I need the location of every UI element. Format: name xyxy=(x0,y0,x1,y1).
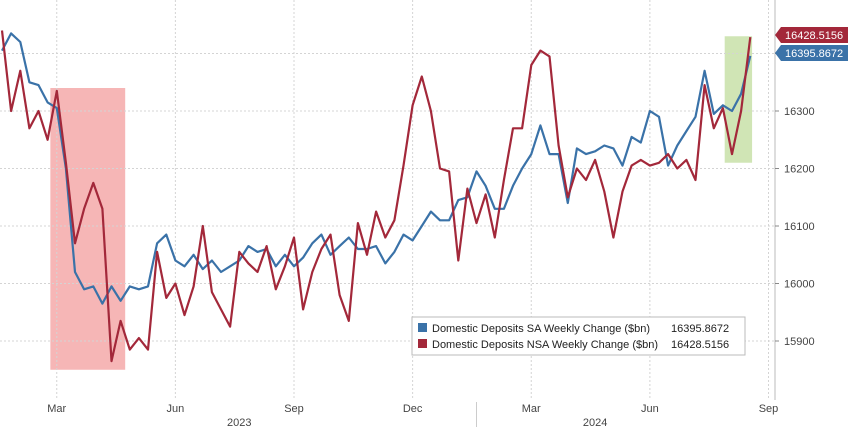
y-tick-label: 16300 xyxy=(784,106,815,118)
x-year-label: 2024 xyxy=(583,417,607,427)
legend-swatch xyxy=(418,323,427,332)
y-tick-label: 15900 xyxy=(784,336,815,348)
x-tick-label: Sep xyxy=(759,403,779,415)
legend-label: Domestic Deposits NSA Weekly Change ($bn… xyxy=(432,339,658,351)
series-line xyxy=(1,32,752,305)
legend: Domestic Deposits SA Weekly Change ($bn)… xyxy=(411,316,746,356)
y-tick-label: 16100 xyxy=(784,221,815,233)
last-value-labels: 16428.5156 16395.8672 xyxy=(775,27,848,61)
axis-labels: 159001600016100162001630016400MarJunSepD… xyxy=(47,49,815,427)
x-year-label: 2023 xyxy=(227,417,251,427)
x-tick-label: Jun xyxy=(167,403,185,415)
legend-value: 16395.8672 xyxy=(671,323,729,335)
x-tick-label: Sep xyxy=(284,403,304,415)
legend-box xyxy=(411,316,746,356)
legend-swatch xyxy=(418,339,427,348)
x-tick-label: Mar xyxy=(522,403,541,415)
x-tick-label: Dec xyxy=(403,403,423,415)
last-value-badge xyxy=(775,45,848,61)
last-value-badge xyxy=(775,27,848,43)
series-line xyxy=(0,30,752,363)
y-tick-label: 16000 xyxy=(784,279,815,291)
y-tick-label: 16200 xyxy=(784,164,815,176)
last-value-text: 16395.8672 xyxy=(785,48,843,60)
x-tick-label: Jun xyxy=(641,403,659,415)
series-lines xyxy=(0,30,752,363)
last-value-text: 16428.5156 xyxy=(785,30,843,42)
legend-label: Domestic Deposits SA Weekly Change ($bn) xyxy=(432,323,650,335)
x-tick-label: Mar xyxy=(47,403,66,415)
legend-value: 16428.5156 xyxy=(671,339,729,351)
